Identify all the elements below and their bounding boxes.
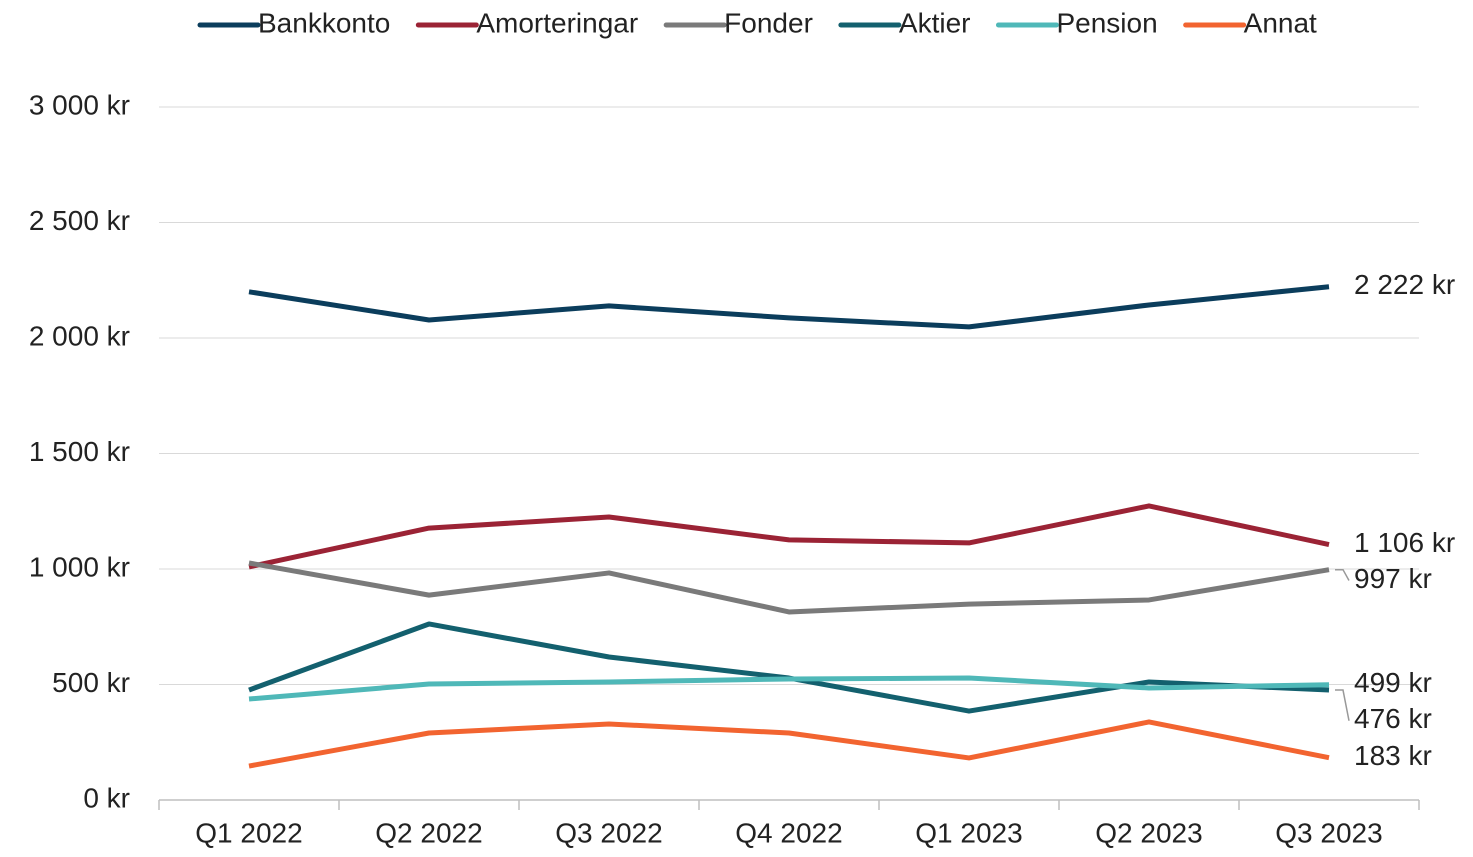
- x-tick-label: Q3 2023: [1275, 817, 1382, 848]
- legend-label: Amorteringar: [476, 7, 638, 38]
- x-tick-label: Q3 2022: [555, 817, 662, 848]
- x-tick-label: Q1 2022: [195, 817, 302, 848]
- series-line: [248, 621, 1330, 714]
- y-tick-label: 2 000 kr: [29, 320, 130, 351]
- legend-label: Pension: [1056, 7, 1157, 38]
- legend-label: Aktier: [899, 7, 971, 38]
- y-tick-label: 0 kr: [83, 782, 130, 813]
- value-label: 183 kr: [1354, 740, 1432, 771]
- y-tick-label: 1 500 kr: [29, 436, 130, 467]
- series-line: [248, 719, 1330, 769]
- y-tick-label: 500 kr: [52, 667, 130, 698]
- legend-label: Fonder: [724, 7, 813, 38]
- y-tick-label: 1 000 kr: [29, 551, 130, 582]
- value-label: 1 106 kr: [1354, 527, 1455, 558]
- legend-label: Bankkonto: [258, 7, 390, 38]
- series-line: [248, 284, 1330, 330]
- y-tick-label: 3 000 kr: [29, 89, 130, 120]
- value-label: 2 222 kr: [1354, 269, 1455, 300]
- x-tick-label: Q2 2023: [1095, 817, 1202, 848]
- series-line: [248, 560, 1330, 615]
- x-tick-label: Q2 2022: [375, 817, 482, 848]
- x-tick-label: Q4 2022: [735, 817, 842, 848]
- leader-line: [1335, 568, 1350, 581]
- value-label: 997 kr: [1354, 563, 1432, 594]
- y-tick-label: 2 500 kr: [29, 205, 130, 236]
- value-label: 499 kr: [1354, 667, 1432, 698]
- series-line: [248, 675, 1330, 702]
- legend-label: Annat: [1244, 7, 1317, 38]
- series-line: [248, 503, 1330, 570]
- leader-line: [1335, 689, 1350, 721]
- x-tick-label: Q1 2023: [915, 817, 1022, 848]
- value-label: 476 kr: [1354, 703, 1432, 734]
